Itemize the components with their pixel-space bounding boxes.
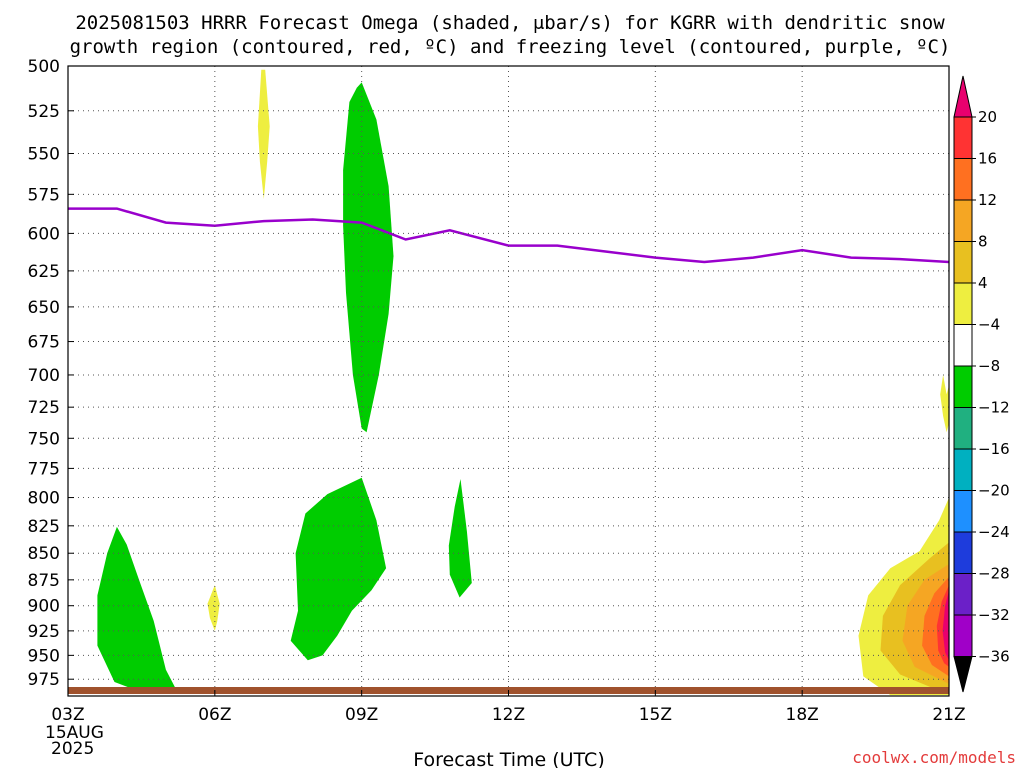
y-tick-label: 825 bbox=[28, 517, 60, 537]
y-tick-label: 975 bbox=[28, 670, 60, 690]
colorbar-band bbox=[953, 116, 973, 159]
y-tick-label: 575 bbox=[28, 185, 60, 205]
colorbar-label: −16 bbox=[978, 440, 1010, 458]
colorbar-band bbox=[953, 490, 973, 533]
y-tick-label: 925 bbox=[28, 622, 60, 642]
x-tick-label: 03Z bbox=[51, 705, 84, 725]
y-tick-label: 950 bbox=[28, 646, 60, 666]
x-tick-label: 15Z bbox=[639, 705, 672, 725]
x-tick-label: 06Z bbox=[198, 705, 231, 725]
y-tick-label: 600 bbox=[28, 224, 60, 244]
colorbar-label: −20 bbox=[978, 482, 1010, 500]
colorbar-band bbox=[953, 365, 973, 408]
colorbar-band bbox=[953, 531, 973, 574]
y-tick-label: 900 bbox=[28, 597, 60, 617]
x-tick-label: 09Z bbox=[345, 705, 378, 725]
y-tick-label: 675 bbox=[28, 333, 60, 353]
x-tick-label: 12Z bbox=[492, 705, 525, 725]
colorbar-label: 8 bbox=[978, 233, 988, 251]
y-tick-label: 500 bbox=[28, 57, 60, 77]
y-tick-label: 550 bbox=[28, 145, 60, 165]
date-label-day: 15AUG bbox=[45, 723, 104, 743]
omega-region-1 bbox=[343, 82, 394, 433]
colorbar-label: 16 bbox=[978, 150, 997, 168]
y-tick-label: 750 bbox=[28, 429, 60, 449]
x-axis-ticks: 03Z 06Z 09Z 12Z 15Z 18Z 21Z bbox=[51, 690, 966, 725]
colorbar-label: 20 bbox=[978, 108, 997, 126]
colorbar-band bbox=[953, 448, 973, 491]
x-tick-label: 18Z bbox=[786, 705, 819, 725]
colorbar-band bbox=[953, 199, 973, 242]
colorbar-label: −8 bbox=[978, 357, 1000, 375]
colorbar-band bbox=[953, 241, 973, 284]
colorbar-label: −24 bbox=[978, 523, 1010, 541]
colorbar-band bbox=[953, 407, 973, 450]
date-label-year: 2025 bbox=[51, 739, 94, 759]
x-tick-label: 21Z bbox=[932, 705, 965, 725]
colorbar-band bbox=[953, 573, 973, 616]
omega-region-5 bbox=[290, 477, 387, 661]
colorbar-top-arrow bbox=[953, 75, 973, 118]
colorbar-label: −36 bbox=[978, 648, 1010, 666]
y-tick-label: 725 bbox=[28, 398, 60, 418]
grid-lines bbox=[67, 65, 950, 697]
colorbar-label: 12 bbox=[978, 191, 997, 209]
colorbar: 20 16 12 8 4 −4 −8 −12 −16 −20 −24 −28 −32 −36 bbox=[953, 75, 1010, 693]
credit-label: coolwx.com/models bbox=[852, 748, 1016, 767]
colorbar-band bbox=[953, 324, 973, 367]
colorbar-label: −4 bbox=[978, 316, 1000, 334]
y-tick-label: 700 bbox=[28, 366, 60, 386]
colorbar-label: −32 bbox=[978, 606, 1010, 624]
omega-region-4 bbox=[207, 585, 220, 631]
omega-region-2 bbox=[257, 69, 270, 200]
y-tick-label: 650 bbox=[28, 298, 60, 318]
colorbar-band bbox=[953, 282, 973, 325]
y-tick-label: 875 bbox=[28, 571, 60, 591]
y-tick-label: 625 bbox=[28, 262, 60, 282]
y-tick-label: 850 bbox=[28, 544, 60, 564]
colorbar-label: 4 bbox=[978, 274, 988, 292]
omega-region-7 bbox=[940, 374, 949, 433]
omega-region-3 bbox=[97, 526, 176, 692]
colorbar-label: −28 bbox=[978, 565, 1010, 583]
colorbar-label: −12 bbox=[978, 399, 1010, 417]
chart-title-line2: growth region (contoured, red, ºC) and f… bbox=[70, 36, 951, 58]
y-tick-label: 800 bbox=[28, 489, 60, 509]
plot-area bbox=[68, 69, 950, 696]
x-axis-label: Forecast Time (UTC) bbox=[413, 749, 604, 768]
colorbar-band bbox=[953, 614, 973, 657]
chart-title-line1: 2025081503 HRRR Forecast Omega (shaded, … bbox=[75, 12, 945, 34]
y-tick-label: 525 bbox=[28, 102, 60, 122]
y-tick-label: 775 bbox=[28, 459, 60, 479]
freezing-level-line bbox=[68, 207, 950, 264]
omega-region-13 bbox=[942, 590, 949, 661]
colorbar-band bbox=[953, 158, 973, 201]
colorbar-bottom-arrow bbox=[953, 656, 973, 693]
omega-region-6 bbox=[448, 479, 472, 598]
y-axis-ticks: 500 525 550 575 600 625 650 675 700 725 750 775 800 8… bbox=[28, 57, 74, 690]
